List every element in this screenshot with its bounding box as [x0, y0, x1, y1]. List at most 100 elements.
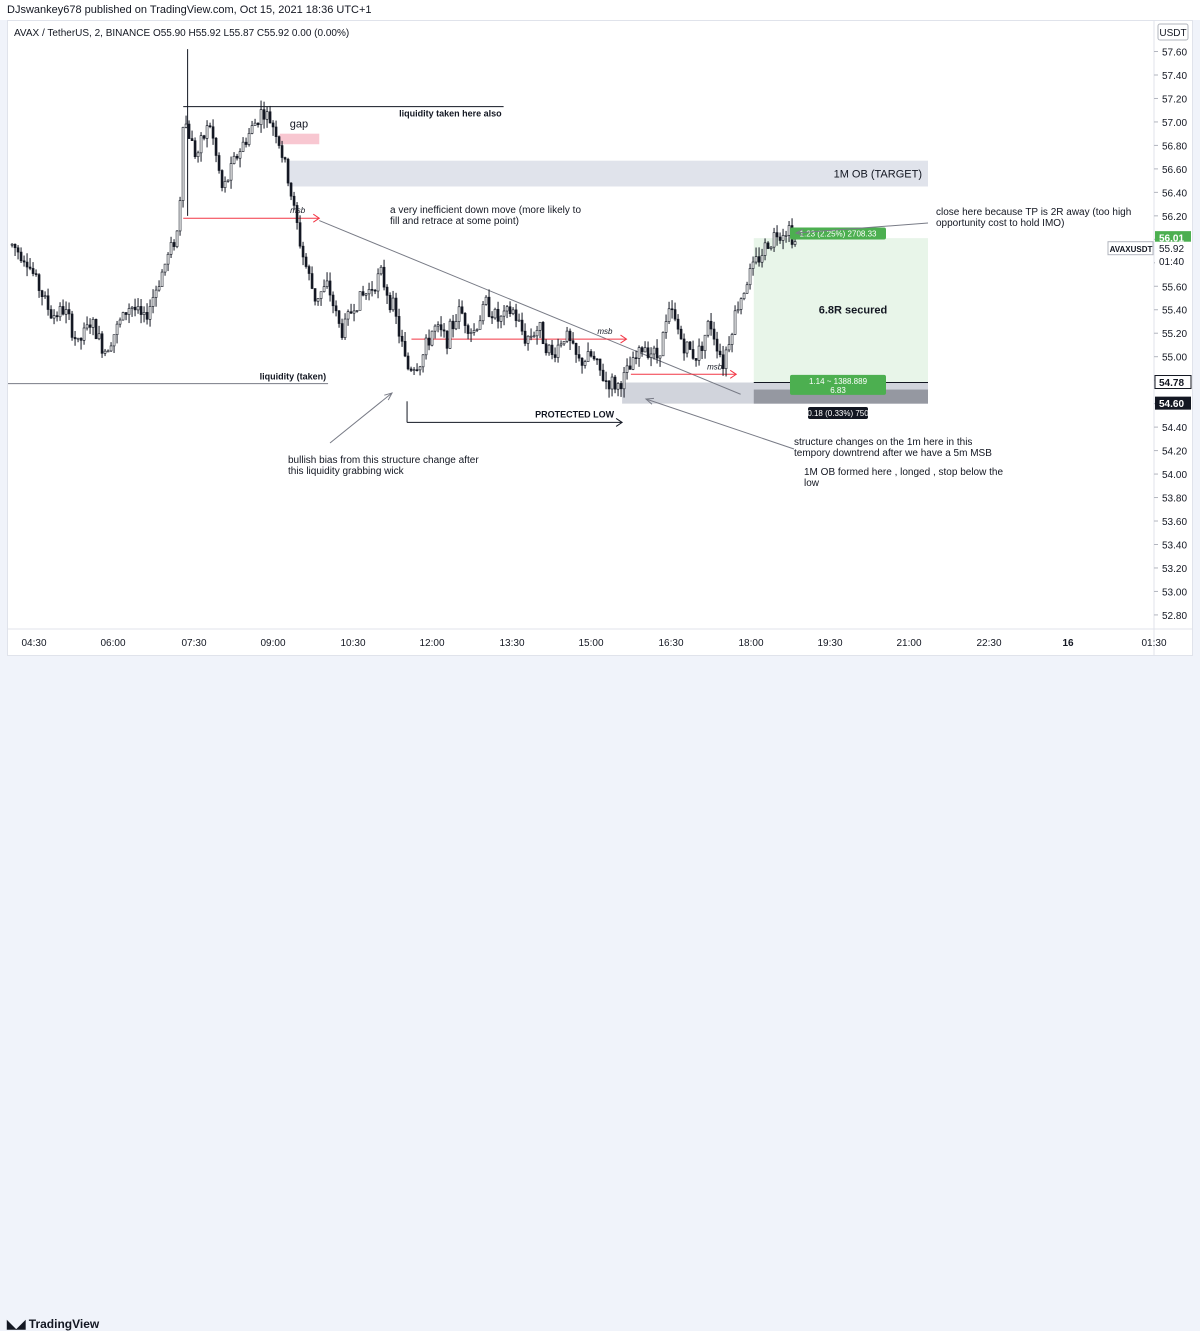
- candle-body: [712, 328, 716, 340]
- candle-body: [604, 380, 608, 382]
- candle-body: [298, 222, 302, 247]
- candle-body: [442, 329, 446, 332]
- close-here-note-line: opportunity cost to hold IMO): [936, 218, 1064, 229]
- tradingview-brand-text: TradingView: [28, 1317, 100, 1331]
- candle-body: [745, 284, 749, 294]
- candle-body: [19, 251, 23, 262]
- candle-body: [166, 253, 170, 265]
- candle-body: [742, 292, 746, 300]
- candle-body: [61, 306, 65, 315]
- candle-body: [427, 337, 431, 346]
- y-tick-label: 57.60: [1162, 48, 1187, 59]
- candle-body: [184, 123, 188, 128]
- candle-body: [175, 230, 179, 247]
- candle-body: [214, 137, 218, 156]
- sl-label: 0.18 (0.33%) 750: [807, 409, 869, 418]
- candle-body: [289, 182, 293, 197]
- candle-body: [460, 306, 464, 314]
- candle-body: [364, 293, 368, 296]
- candle-body: [559, 343, 563, 346]
- publisher-bar: DJswankey678 published on TradingView.co…: [0, 0, 1200, 20]
- candle-body: [580, 357, 584, 366]
- y-tick-label: 55.00: [1162, 353, 1187, 364]
- candle-body: [760, 255, 764, 263]
- candle-body: [754, 256, 758, 263]
- candle-body: [475, 329, 479, 331]
- candle-body: [382, 266, 386, 288]
- candle-body: [373, 289, 377, 292]
- candle-body: [526, 335, 530, 344]
- candle-body: [694, 358, 698, 361]
- close-here-arrow-head: [794, 228, 804, 237]
- candle-body: [397, 316, 401, 337]
- y-tick-label: 57.20: [1162, 94, 1187, 105]
- candle-body: [235, 155, 239, 159]
- candle-body: [634, 357, 638, 359]
- candle-body: [58, 306, 62, 318]
- candle-body: [199, 135, 203, 154]
- footer-bar: ◣◢ TradingView: [0, 656, 1200, 1331]
- candle-body: [574, 342, 578, 355]
- price-label: 54.60: [1159, 399, 1184, 410]
- candle-body: [622, 372, 626, 390]
- candle-body: [28, 266, 32, 269]
- ob-formed-note-line: low: [804, 478, 820, 489]
- candle-body: [109, 345, 113, 352]
- candle-body: [733, 310, 737, 335]
- candle-body: [655, 347, 659, 359]
- candle-body: [82, 327, 86, 341]
- candle-body: [418, 366, 422, 371]
- candle-body: [667, 308, 671, 322]
- x-tick-label: 21:00: [896, 638, 921, 649]
- price-label: 56.01: [1159, 234, 1184, 245]
- candle-body: [286, 158, 290, 184]
- candle-body: [145, 312, 149, 320]
- candle-body: [265, 111, 269, 120]
- downtrend-line: [319, 220, 741, 395]
- candle-body: [73, 337, 77, 340]
- candle-body: [241, 141, 245, 152]
- price-label-box: [1155, 241, 1191, 255]
- candle-body: [511, 309, 515, 314]
- candle-body: [490, 316, 494, 319]
- candle-body: [259, 109, 263, 125]
- candle-body: [553, 354, 557, 358]
- candle-body: [376, 273, 380, 292]
- candle-body: [307, 266, 311, 274]
- candle-body: [208, 125, 212, 128]
- y-tick-label: 57.00: [1162, 118, 1187, 129]
- y-tick-label: 54.40: [1162, 423, 1187, 434]
- y-tick-label: 55.60: [1162, 282, 1187, 293]
- candle-body: [652, 347, 656, 355]
- x-tick-label: 01:30: [1141, 638, 1166, 649]
- candle-body: [469, 332, 473, 334]
- candle-body: [664, 321, 668, 333]
- price-label: 54.78: [1159, 378, 1184, 389]
- candle-body: [406, 355, 410, 370]
- y-tick-label: 53.40: [1162, 540, 1187, 551]
- candle-body: [616, 383, 620, 390]
- candle-body: [193, 140, 197, 158]
- candle-body: [91, 319, 95, 328]
- liquidity-taken-label: liquidity (taken): [260, 372, 327, 382]
- entry-label-line2: 6.83: [830, 386, 846, 395]
- candle-body: [151, 297, 155, 307]
- bullish-bias-arrow: [329, 392, 393, 444]
- candle-body: [70, 313, 74, 338]
- price-label: 01:40: [1159, 257, 1184, 268]
- msb-3-arrowhead: [729, 369, 738, 379]
- candle-body: [463, 313, 467, 326]
- candle-body: [64, 309, 68, 315]
- price-chart[interactable]: 57.60 57.40 57.20 57.00 56.80 56.60 56.40 56.20…: [8, 21, 1192, 655]
- candle-body: [415, 369, 419, 371]
- candle-body: [391, 297, 395, 311]
- candle-body: [187, 123, 191, 139]
- candle-body: [670, 308, 674, 311]
- candle-body: [40, 290, 44, 297]
- x-tick-label: 09:00: [260, 638, 285, 649]
- candle-body: [277, 136, 281, 146]
- candle-body: [37, 274, 41, 291]
- currency-box: [1157, 23, 1189, 41]
- candle-body: [586, 351, 590, 362]
- ob-formed-note-line: 1M OB formed here , longed , stop below …: [804, 467, 1003, 478]
